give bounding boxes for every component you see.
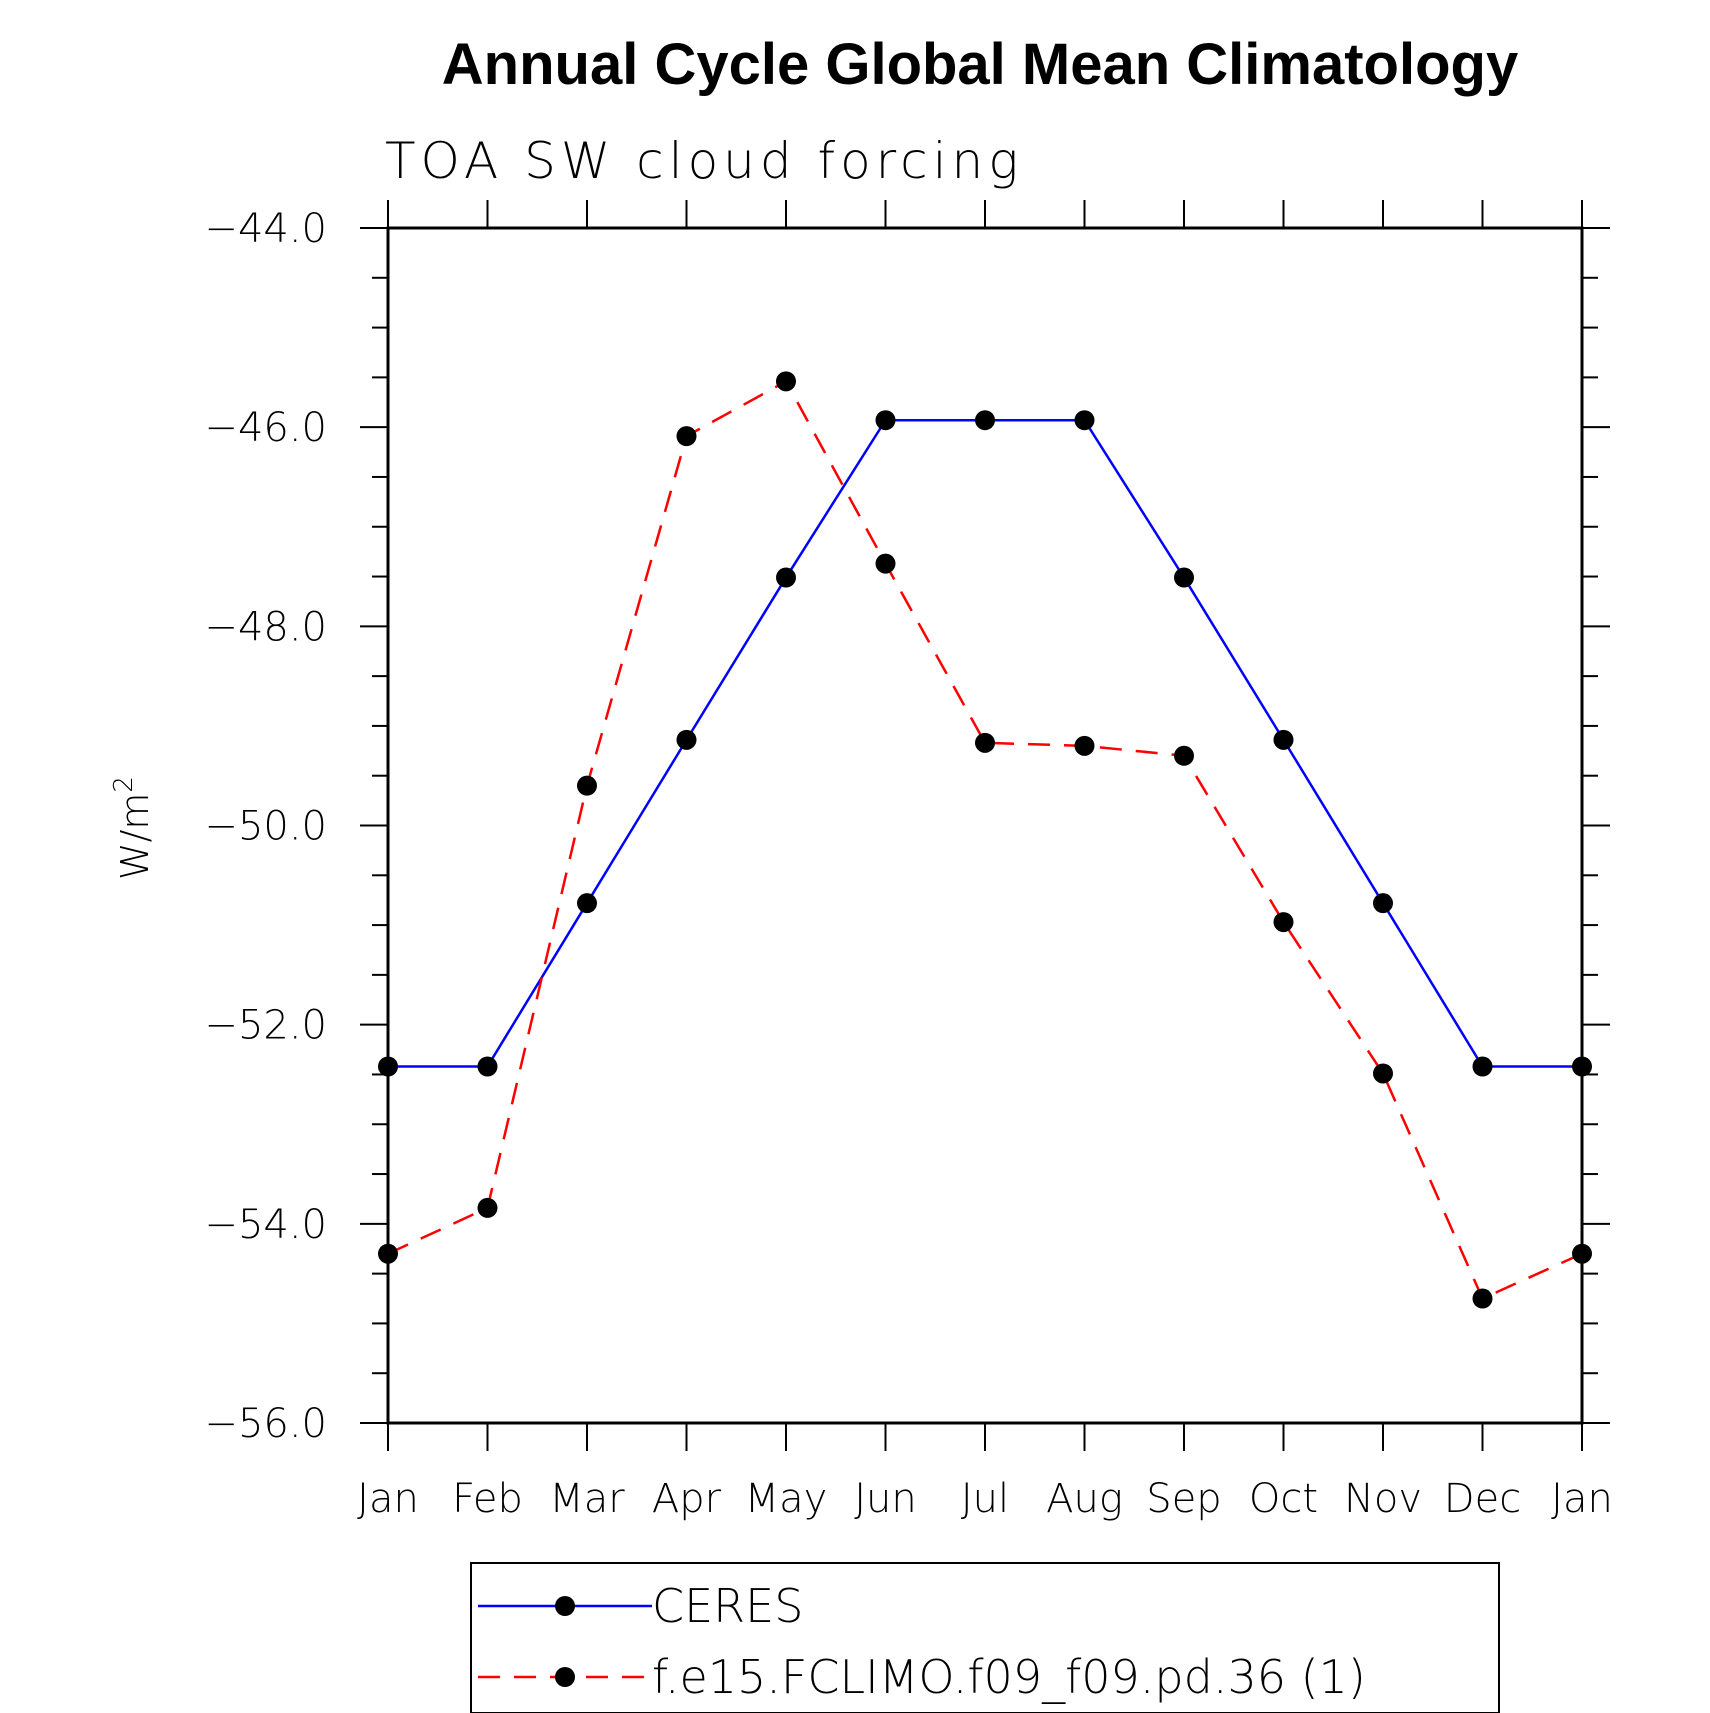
series-0-point bbox=[875, 410, 896, 431]
x-tick-label: May bbox=[745, 1476, 828, 1522]
series-1-point bbox=[1572, 1243, 1592, 1264]
y-axis-label: W/m2 bbox=[109, 776, 157, 880]
series-0-point bbox=[1174, 567, 1194, 588]
series-1-point bbox=[875, 553, 896, 574]
series-layer bbox=[378, 371, 1592, 1309]
series-1-point bbox=[1174, 745, 1194, 766]
series-1-point bbox=[1273, 912, 1294, 933]
y-ticks bbox=[360, 227, 1610, 1424]
x-tick-label: Sep bbox=[1146, 1476, 1221, 1522]
y-tick-label: −56.0 bbox=[204, 1401, 327, 1447]
series-1-point bbox=[776, 371, 796, 392]
series-0-point bbox=[1572, 1056, 1592, 1077]
y-tick-label: −48.0 bbox=[204, 604, 327, 650]
series-0-point bbox=[676, 729, 697, 750]
legend-box bbox=[470, 1562, 1500, 1713]
y-axis-label-base: W/m bbox=[113, 793, 157, 880]
x-tick-label: Mar bbox=[549, 1476, 625, 1522]
x-tick-label: Aug bbox=[1046, 1476, 1123, 1522]
x-tick-label: Apr bbox=[652, 1476, 722, 1522]
chart-title: Annual Cycle Global Mean Climatology bbox=[442, 32, 1518, 97]
series-0-point bbox=[1273, 729, 1294, 750]
y-tick-labels: −44.0 −46.0 −48.0 −50.0 −52.0 −54.0 −56.0 bbox=[204, 206, 327, 1447]
y-tick-label: −50.0 bbox=[204, 804, 327, 850]
y-tick-label: −54.0 bbox=[204, 1202, 327, 1248]
series-1-point bbox=[676, 426, 697, 447]
x-ticks bbox=[387, 200, 1583, 1451]
series-0-point bbox=[577, 893, 597, 914]
series-1-point bbox=[1074, 735, 1095, 756]
x-tick-labels: Jan Feb Mar Apr May Jun Jul Aug Sep Oct Nov Dec Jan bbox=[357, 1476, 1613, 1522]
series-1-point bbox=[577, 775, 597, 796]
x-tick-label: Jan bbox=[1551, 1476, 1613, 1522]
series-0-point bbox=[975, 410, 995, 431]
series-0-point bbox=[1472, 1056, 1493, 1077]
series-0-point bbox=[1373, 893, 1393, 914]
x-tick-label: Jun bbox=[854, 1476, 917, 1522]
x-tick-label: Feb bbox=[452, 1476, 523, 1522]
legend-marker-ceres bbox=[555, 1596, 575, 1616]
series-0-point bbox=[378, 1056, 398, 1077]
legend-marker-model bbox=[555, 1667, 575, 1687]
series-0-point bbox=[776, 567, 796, 588]
series-1-point bbox=[477, 1197, 498, 1218]
legend-label-model: f.e15.FCLIMO.f09_f09.pd.36 (1) bbox=[652, 1650, 1366, 1704]
series-1-point bbox=[378, 1243, 398, 1264]
legend: CERES f.e15.FCLIMO.f09_f09.pd.36 (1) bbox=[470, 1562, 1500, 1713]
x-tick-label: Jan bbox=[357, 1476, 419, 1522]
x-tick-label: Dec bbox=[1444, 1476, 1521, 1522]
y-tick-label: −52.0 bbox=[204, 1003, 327, 1049]
y-tick-label: −44.0 bbox=[204, 206, 327, 252]
y-axis-label-superscript: 2 bbox=[109, 776, 139, 793]
x-tick-label: Nov bbox=[1344, 1476, 1422, 1522]
chart-subtitle: TOA SW cloud forcing bbox=[385, 132, 1023, 190]
series-1-point bbox=[1472, 1288, 1493, 1309]
series-1-point bbox=[975, 732, 995, 753]
x-tick-label: Oct bbox=[1249, 1476, 1318, 1522]
legend-label-ceres: CERES bbox=[652, 1579, 803, 1633]
series-1-point bbox=[1373, 1063, 1393, 1084]
y-tick-label: −46.0 bbox=[204, 405, 327, 451]
x-tick-label: Jul bbox=[961, 1476, 1009, 1522]
series-0-point bbox=[477, 1056, 498, 1077]
series-0-point bbox=[1074, 410, 1095, 431]
